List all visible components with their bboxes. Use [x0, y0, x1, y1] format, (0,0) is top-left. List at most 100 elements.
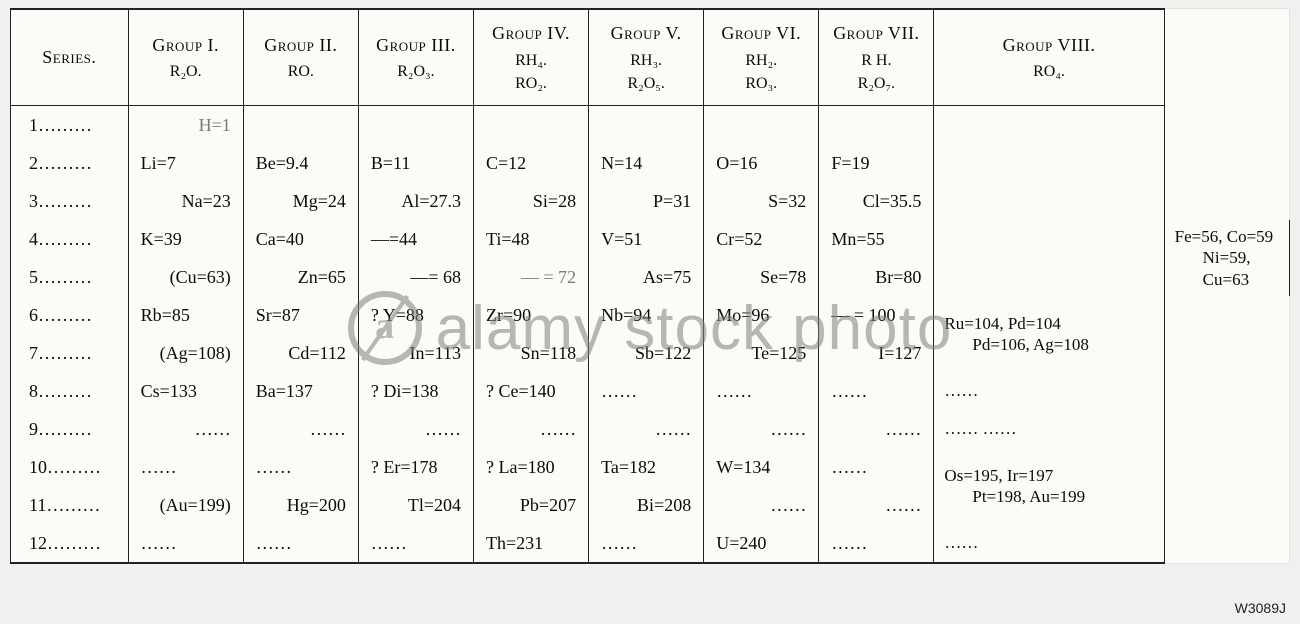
col-group-8: Group VIII.RO₄. — [934, 9, 1164, 106]
cell-g3: —= 68 — [358, 258, 473, 296]
cell-g7: …… — [819, 372, 934, 410]
col-group-2: Group II.RO. — [243, 9, 358, 106]
series-cell: 7……… — [11, 334, 129, 372]
cell-g7: Cl=35.5 — [819, 182, 934, 220]
cell-g5: P=31 — [589, 182, 704, 220]
cell-g1: (Cu=63) — [128, 258, 243, 296]
cell-g1: Li=7 — [128, 144, 243, 182]
cell-g3: Tl=204 — [358, 486, 473, 524]
table-row: 6………Rb=85Sr=87? Y=88Zr=90Nb=94Mo=96— = 1… — [11, 296, 1290, 334]
cell-g1: …… — [128, 524, 243, 563]
cell-g4: Zr=90 — [473, 296, 588, 334]
cell-g6: Te=125 — [704, 334, 819, 372]
cell-g1: Na=23 — [128, 182, 243, 220]
cell-g8: …… — [934, 372, 1164, 410]
cell-g2: Zn=65 — [243, 258, 358, 296]
cell-g2: …… — [243, 448, 358, 486]
table-header-row: Series.Group I.R₂O.Group II.RO.Group III… — [11, 9, 1290, 106]
cell-g7: …… — [819, 448, 934, 486]
col-group-7: Group VII.R H.R₂O₇. — [819, 9, 934, 106]
series-cell: 5……… — [11, 258, 129, 296]
cell-g4 — [473, 106, 588, 145]
cell-g7: …… — [819, 410, 934, 448]
cell-g3 — [358, 106, 473, 145]
table-row: 5………(Cu=63)Zn=65—= 68— = 72As=75Se=78Br=… — [11, 258, 1290, 296]
cell-g2: …… — [243, 410, 358, 448]
cell-g2: Sr=87 — [243, 296, 358, 334]
cell-g6: …… — [704, 410, 819, 448]
cell-g5: …… — [589, 410, 704, 448]
cell-g4: — = 72 — [473, 258, 588, 296]
cell-g5: Ta=182 — [589, 448, 704, 486]
cell-g4: Ti=48 — [473, 220, 588, 258]
cell-g3: ? Y=88 — [358, 296, 473, 334]
cell-g8 — [934, 106, 1164, 259]
cell-g6: W=134 — [704, 448, 819, 486]
cell-g4: ? La=180 — [473, 448, 588, 486]
cell-g1: Cs=133 — [128, 372, 243, 410]
cell-g8: …… — [934, 524, 1164, 563]
cell-g2: Ba=137 — [243, 372, 358, 410]
col-group-5: Group V.RH₃.R₂O₅. — [589, 9, 704, 106]
series-cell: 4……… — [11, 220, 129, 258]
cell-g2 — [243, 106, 358, 145]
cell-g1: (Ag=108) — [128, 334, 243, 372]
periodic-table-card: Series.Group I.R₂O.Group II.RO.Group III… — [10, 8, 1290, 564]
table-row: 8………Cs=133Ba=137? Di=138? Ce=140…………………… — [11, 372, 1290, 410]
cell-g3: —=44 — [358, 220, 473, 258]
cell-g1: H=1 — [128, 106, 243, 145]
series-cell: 11……… — [11, 486, 129, 524]
cell-g2: Hg=200 — [243, 486, 358, 524]
col-series: Series. — [11, 9, 129, 106]
cell-g3: In=113 — [358, 334, 473, 372]
cell-g7 — [819, 106, 934, 145]
cell-g6: S=32 — [704, 182, 819, 220]
cell-g6: …… — [704, 486, 819, 524]
cell-g4: Th=231 — [473, 524, 588, 563]
series-cell: 2……… — [11, 144, 129, 182]
cell-g5: V=51 — [589, 220, 704, 258]
cell-g7: …… — [819, 486, 934, 524]
cell-g6: …… — [704, 372, 819, 410]
cell-g6: Cr=52 — [704, 220, 819, 258]
series-cell: 8……… — [11, 372, 129, 410]
cell-g1: Rb=85 — [128, 296, 243, 334]
cell-g5 — [589, 106, 704, 145]
col-group-1: Group I.R₂O. — [128, 9, 243, 106]
cell-g1: …… — [128, 410, 243, 448]
cell-g5: Bi=208 — [589, 486, 704, 524]
cell-g3: …… — [358, 524, 473, 563]
periodic-table: Series.Group I.R₂O.Group II.RO.Group III… — [10, 8, 1290, 564]
image-id: W3089J — [1235, 600, 1286, 616]
cell-g4: ? Ce=140 — [473, 372, 588, 410]
cell-g8: …… …… — [934, 410, 1164, 448]
cell-g5: Nb=94 — [589, 296, 704, 334]
cell-g2: Mg=24 — [243, 182, 358, 220]
cell-g7: I=127 — [819, 334, 934, 372]
cell-g4: …… — [473, 410, 588, 448]
series-cell: 3……… — [11, 182, 129, 220]
cell-g1: K=39 — [128, 220, 243, 258]
cell-g4: C=12 — [473, 144, 588, 182]
cell-g4: Si=28 — [473, 182, 588, 220]
cell-g5: Sb=122 — [589, 334, 704, 372]
cell-g1: …… — [128, 448, 243, 486]
col-group-4: Group IV.RH₄.RO₂. — [473, 9, 588, 106]
series-cell: 12……… — [11, 524, 129, 563]
cell-g3: ? Di=138 — [358, 372, 473, 410]
cell-g8: Os=195, Ir=197Pt=198, Au=199 — [934, 448, 1164, 524]
cell-g1: (Au=199) — [128, 486, 243, 524]
cell-g3: Al=27.3 — [358, 182, 473, 220]
table-row: 10…………………? Er=178? La=180Ta=182W=134……Os… — [11, 448, 1290, 486]
cell-g7: …… — [819, 524, 934, 563]
table-row: 9………………………………………………… …… — [11, 410, 1290, 448]
cell-g7: — = 100 — [819, 296, 934, 334]
col-group-6: Group VI.RH₂.RO₃. — [704, 9, 819, 106]
series-cell: 1……… — [11, 106, 129, 145]
cell-g7: F=19 — [819, 144, 934, 182]
cell-g3: B=11 — [358, 144, 473, 182]
cell-g2: Be=9.4 — [243, 144, 358, 182]
series-cell: 6……… — [11, 296, 129, 334]
cell-g6 — [704, 106, 819, 145]
cell-g2: …… — [243, 524, 358, 563]
